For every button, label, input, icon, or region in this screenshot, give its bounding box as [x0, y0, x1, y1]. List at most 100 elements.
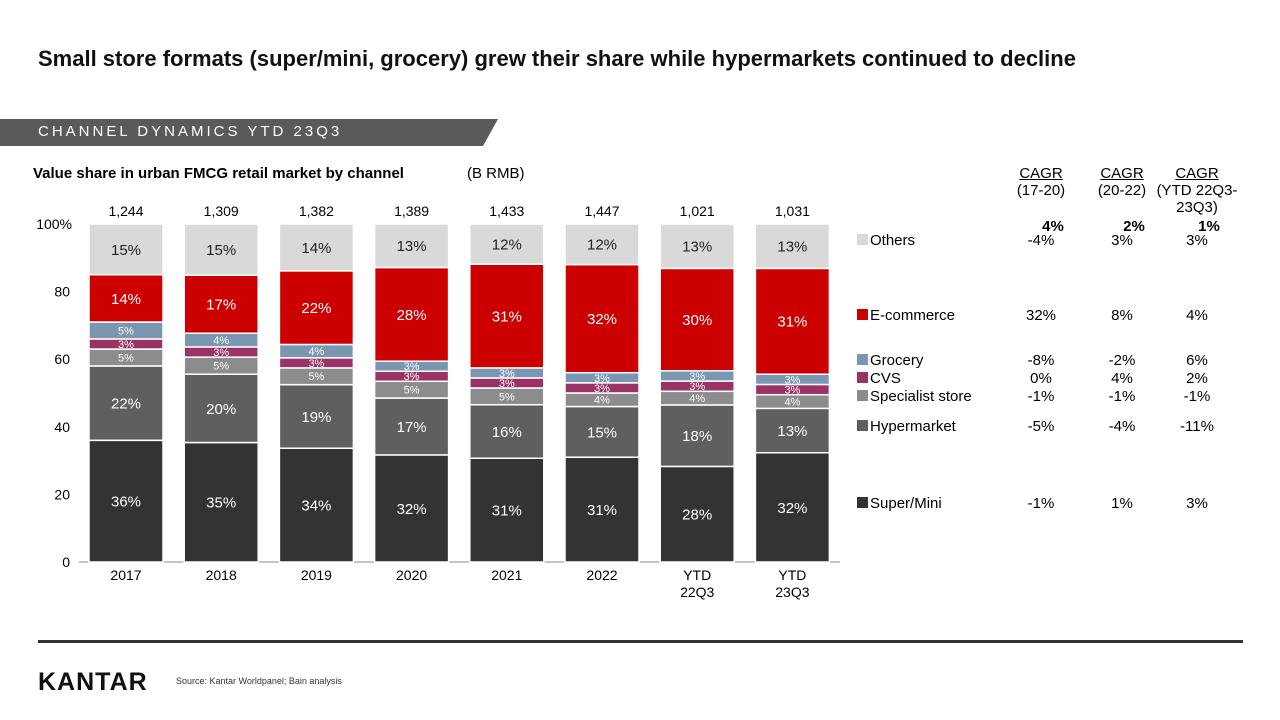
y-tick-label: 80 — [54, 284, 70, 300]
total-label: 1,389 — [394, 203, 429, 219]
legend-label: Grocery — [870, 352, 924, 369]
bar-segment — [278, 223, 355, 272]
data-label: 31% — [492, 503, 522, 520]
data-label: 3% — [594, 373, 610, 385]
data-label: 13% — [397, 238, 427, 255]
x-tick-label: YTD — [778, 567, 806, 583]
total-label: 1,031 — [775, 203, 810, 219]
data-label: 4% — [308, 346, 324, 358]
legend-label: CVS — [870, 370, 901, 387]
legend-swatch — [857, 234, 868, 245]
cagr-value: 3% — [1186, 495, 1208, 512]
legend-swatch — [857, 497, 868, 508]
cagr-value: 1% — [1111, 495, 1133, 512]
data-label: 19% — [301, 409, 331, 426]
legend-swatch — [857, 309, 868, 320]
x-tick-label: 2022 — [586, 567, 617, 583]
data-label: 28% — [682, 507, 712, 524]
bar-segment — [564, 456, 640, 563]
bar-segment — [659, 465, 735, 563]
total-label: 1,447 — [584, 203, 619, 219]
bar-segment — [88, 439, 164, 563]
data-label: 28% — [397, 307, 427, 324]
bar-segment — [659, 223, 735, 270]
x-tick-label: 2019 — [301, 567, 332, 583]
data-label: 5% — [499, 391, 515, 403]
data-label: 3% — [784, 385, 800, 397]
bar-segment — [564, 263, 640, 374]
cagr-value: 4% — [1111, 370, 1133, 387]
bar-segment — [754, 223, 831, 270]
data-label: 3% — [308, 358, 324, 370]
total-label: 1,433 — [489, 203, 524, 219]
data-label: 31% — [777, 314, 807, 331]
y-tick-label: 60 — [54, 351, 70, 367]
cagr-header-title: CAGR — [1175, 165, 1219, 182]
footer-divider — [38, 640, 1243, 643]
x-tick-label: 2017 — [110, 567, 141, 583]
cagr-total: 2% — [1123, 218, 1145, 235]
legend-label: Specialist store — [870, 388, 972, 405]
bar-segment — [278, 383, 355, 449]
cagr-value: -4% — [1109, 418, 1136, 435]
cagr-value: 4% — [1186, 307, 1208, 324]
bar-segment — [183, 373, 259, 444]
chart-unit: (B RMB) — [467, 165, 525, 182]
cagr-total: 1% — [1198, 218, 1220, 235]
total-label: 1,382 — [299, 203, 334, 219]
bar-segment — [564, 223, 640, 266]
total-label: 1,021 — [680, 203, 715, 219]
legend-label: Super/Mini — [870, 495, 942, 512]
cagr-value: 32% — [1026, 307, 1056, 324]
cagr-header-title: CAGR — [1100, 165, 1144, 182]
y-tick-label: 20 — [54, 486, 70, 502]
cagr-value: -2% — [1109, 352, 1136, 369]
data-label: 5% — [404, 385, 420, 397]
data-label: 5% — [213, 361, 229, 373]
data-label: 3% — [499, 378, 515, 390]
cagr-value: -8% — [1028, 352, 1055, 369]
x-tick-label: 23Q3 — [775, 584, 809, 600]
data-label: 20% — [206, 401, 236, 418]
y-tick-label: 100% — [36, 216, 72, 232]
y-tick-label: 0 — [62, 554, 70, 570]
x-tick-label: 22Q3 — [680, 584, 714, 600]
data-label: 3% — [689, 371, 705, 383]
data-label: 5% — [118, 352, 134, 364]
data-label: 31% — [492, 308, 522, 325]
section-band — [0, 119, 498, 146]
x-tick-label: 2018 — [206, 567, 237, 583]
data-label: 16% — [492, 424, 522, 441]
data-label: 17% — [206, 297, 236, 314]
bar-segment — [183, 223, 259, 276]
kantar-logo: KANTAR — [38, 668, 148, 696]
x-tick-label: 2020 — [396, 567, 427, 583]
data-label: 4% — [594, 395, 610, 407]
cagr-value: 3% — [1186, 232, 1208, 249]
bar-segment — [88, 365, 164, 442]
cagr-header-title: CAGR — [1019, 165, 1063, 182]
bar-segment — [754, 451, 831, 563]
bar-segment — [373, 223, 450, 269]
cagr-value: -5% — [1028, 418, 1055, 435]
total-label: 1,309 — [204, 203, 239, 219]
data-label: 32% — [777, 500, 807, 517]
bar-segment — [469, 223, 545, 265]
data-label: 15% — [111, 242, 141, 259]
cagr-header-period: (20-22) — [1097, 182, 1147, 199]
data-label: 17% — [397, 419, 427, 436]
bar-segment — [373, 454, 450, 563]
cagr-value: -1% — [1184, 388, 1211, 405]
data-label: 31% — [587, 502, 617, 519]
bar-segment — [754, 267, 831, 375]
cagr-header-period: (17-20) — [1016, 182, 1066, 199]
bar-segment — [88, 223, 164, 276]
legend-swatch — [857, 390, 868, 401]
data-label: 32% — [587, 311, 617, 328]
data-label: 3% — [118, 339, 134, 351]
legend-label: Others — [870, 232, 915, 249]
data-label: 5% — [308, 371, 324, 383]
bar-segment — [659, 404, 735, 468]
data-label: 4% — [784, 396, 800, 408]
data-label: 30% — [682, 312, 712, 329]
